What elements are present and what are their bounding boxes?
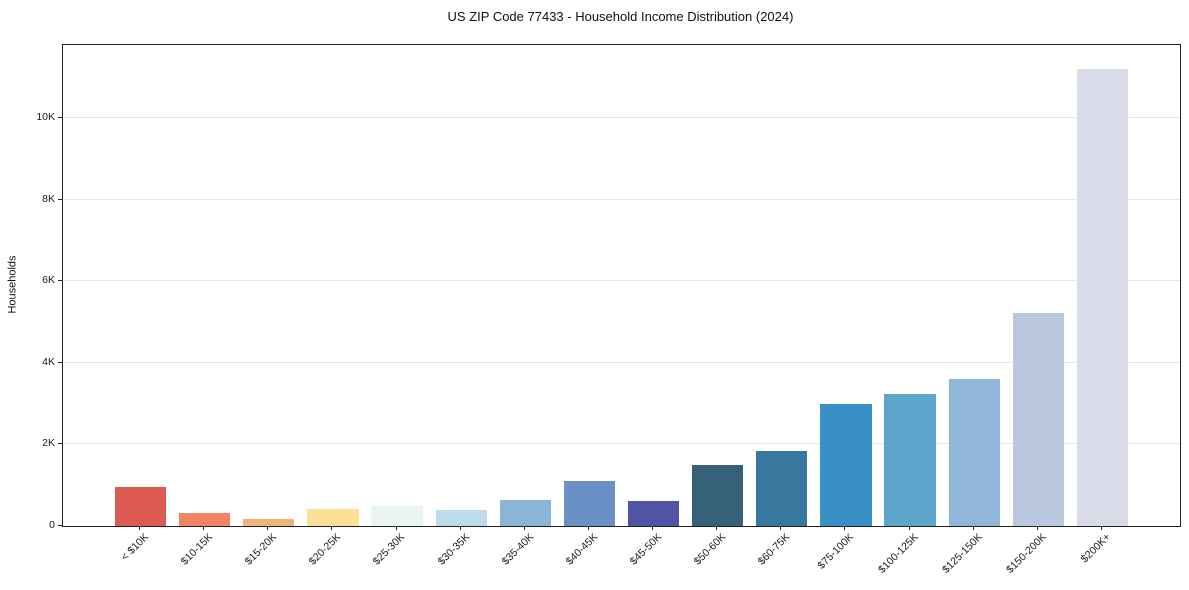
x-tick-mark [587,526,589,530]
x-tick-label: $35-40K [499,531,536,568]
bar-$45-50K [627,500,680,526]
y-tick-label: 6K [42,274,55,287]
x-tick-mark [716,526,718,530]
bar-$200K+ [1076,69,1129,526]
x-tick-mark [331,526,333,530]
gridline [63,280,1180,282]
y-tick-mark [58,198,62,200]
y-tick-label: 4K [42,355,55,368]
bar-$60-75K [756,450,808,526]
x-tick-label: $45-50K [627,531,665,568]
x-tick-mark [139,526,141,530]
x-tick-label: $75-100K [815,531,857,572]
y-tick-label: 2K [42,437,55,450]
x-tick-label: $150-200K [1003,531,1049,576]
y-tick-mark [58,361,62,363]
x-tick-mark [203,526,205,530]
x-tick-mark [908,526,910,530]
gridline [63,443,1180,445]
x-tick-label: $100-125K [875,531,921,576]
x-tick-mark [844,526,846,530]
bar-$35-40K [499,499,551,526]
bar-$25-30K [371,506,423,526]
x-tick-label: $40-45K [563,531,600,568]
x-tick-mark [267,526,269,530]
y-tick-mark [58,443,62,445]
x-tick-label: $10-15K [178,531,216,568]
x-tick-label: $200K+ [1078,531,1113,566]
x-tick-mark [1036,526,1038,530]
gridline [63,117,1180,119]
bar-$15-20K [243,519,295,526]
gridline [63,198,1180,200]
x-tick-label: $15-20K [242,531,280,568]
x-tick-mark [459,526,461,530]
bar-$75-100K [820,403,872,526]
y-tick-label: 0 [49,519,55,531]
bar-$40-45K [563,481,616,526]
bar-$100-125K [884,394,936,526]
y-tick-mark [58,525,62,526]
chart-title: US ZIP Code 77433 - Household Income Dis… [447,9,794,24]
x-tick-mark [972,526,974,530]
x-tick-mark [1100,526,1102,530]
gridline [63,361,1180,363]
x-tick-label: $50-60K [691,531,729,568]
x-tick-label: $30-35K [435,531,472,568]
x-tick-mark [652,526,654,530]
bar-$150-200K [1012,313,1064,526]
y-tick-label: 10K [36,111,55,124]
bar-$125-150K [948,379,1000,526]
bar-$10-15K [179,512,231,526]
x-tick-label: $60-75K [755,531,793,568]
y-tick-mark [58,280,62,282]
y-tick-label: 8K [42,192,55,205]
y-tick-mark [58,117,62,119]
plot-area [62,44,1181,527]
x-tick-label: $125-150K [939,531,985,576]
x-tick-label: $20-25K [306,531,344,568]
x-tick-label: < $10K [118,531,152,564]
bar-$20-25K [307,508,359,526]
bar-$30-35K [435,509,487,526]
bar-< $10K [114,487,167,526]
bar-$50-60K [692,464,744,526]
x-tick-label: $25-30K [371,531,408,568]
x-tick-mark [523,526,525,530]
x-tick-mark [395,526,397,530]
x-tick-mark [780,526,782,530]
